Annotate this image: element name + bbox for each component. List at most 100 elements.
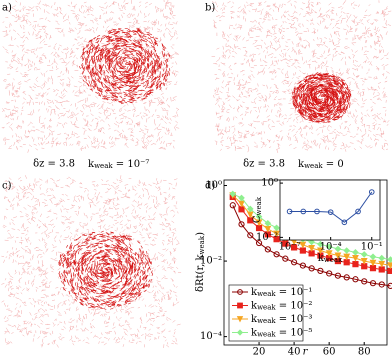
arrow [306, 6, 309, 9]
arrow [137, 50, 142, 55]
arrow [291, 91, 294, 95]
arrow [147, 248, 150, 251]
arrow [123, 91, 127, 94]
arrow [315, 88, 321, 91]
arrow [113, 129, 117, 132]
arrow [139, 112, 142, 115]
arrow [120, 57, 127, 61]
arrow [68, 176, 72, 180]
arrow [240, 84, 244, 86]
arrow [370, 106, 373, 108]
arrow [308, 106, 312, 111]
arrow [254, 87, 258, 90]
arrow [333, 101, 336, 108]
arrow [115, 32, 119, 35]
arrow [280, 30, 282, 34]
arrow [22, 97, 27, 101]
arrow [325, 145, 327, 150]
arrow [142, 34, 146, 38]
arrow [287, 0, 291, 3]
arrow [339, 132, 343, 134]
arrow [136, 54, 141, 59]
arrow [306, 40, 310, 44]
arrow [125, 36, 130, 38]
arrow [68, 136, 72, 140]
arrow [122, 48, 125, 51]
arrow [45, 32, 48, 36]
arrow [289, 81, 293, 85]
arrow [243, 55, 248, 57]
arrow [71, 49, 74, 54]
arrow [349, 14, 352, 17]
arrow [162, 13, 164, 17]
arrow [277, 91, 279, 94]
arrow [101, 139, 103, 144]
arrow [298, 36, 301, 40]
arrow [237, 81, 240, 85]
arrow [162, 115, 164, 118]
arrow [56, 124, 58, 127]
arrow [214, 8, 218, 12]
arrow [147, 76, 152, 80]
arrow [117, 92, 122, 96]
arrow [146, 72, 149, 78]
arrow [331, 112, 335, 115]
arrow [275, 134, 278, 138]
arrow [91, 118, 94, 122]
arrow [134, 31, 138, 33]
arrow [319, 7, 322, 12]
arrow [335, 71, 338, 73]
arrow [234, 145, 237, 149]
arrow [249, 75, 251, 80]
arrow [295, 117, 299, 121]
arrow [168, 83, 172, 86]
arrow [232, 95, 236, 99]
arrow [80, 109, 82, 113]
arrow [116, 47, 119, 50]
arrow [288, 13, 290, 17]
arrow [120, 29, 124, 32]
arrow [375, 29, 379, 33]
arrow [88, 39, 92, 43]
arrow [324, 107, 330, 111]
arrow [250, 70, 253, 72]
arrow [254, 45, 259, 48]
arrow [300, 101, 304, 105]
arrow [73, 114, 77, 116]
arrow [280, 24, 283, 28]
arrow [142, 33, 146, 35]
arrow [114, 64, 117, 70]
arrow [74, 27, 77, 30]
arrow [99, 6, 103, 9]
arrow [274, 75, 277, 78]
arrow [315, 92, 320, 95]
arrow [27, 58, 30, 63]
arrow [234, 51, 238, 55]
arrow [144, 40, 148, 43]
arrow [68, 55, 73, 58]
arrow [298, 105, 302, 109]
arrow [13, 59, 18, 62]
arrow [326, 14, 330, 17]
arrow [40, 72, 43, 76]
arrow [83, 75, 86, 79]
arrow [113, 23, 118, 26]
arrow [253, 53, 257, 56]
arrow [308, 43, 310, 48]
arrow [133, 71, 137, 74]
arrow [302, 45, 306, 49]
arrow [111, 51, 117, 56]
arrow [353, 148, 357, 151]
arrow [276, 102, 280, 105]
arrow [160, 103, 164, 105]
arrow [339, 96, 341, 100]
arrow [125, 144, 129, 149]
arrow [363, 34, 366, 36]
arrow [61, 93, 65, 97]
arrow [109, 29, 113, 32]
arrow [361, 112, 363, 115]
arrow [237, 47, 241, 50]
arrow [101, 63, 104, 69]
arrow [222, 2, 224, 6]
arrow [139, 39, 142, 43]
